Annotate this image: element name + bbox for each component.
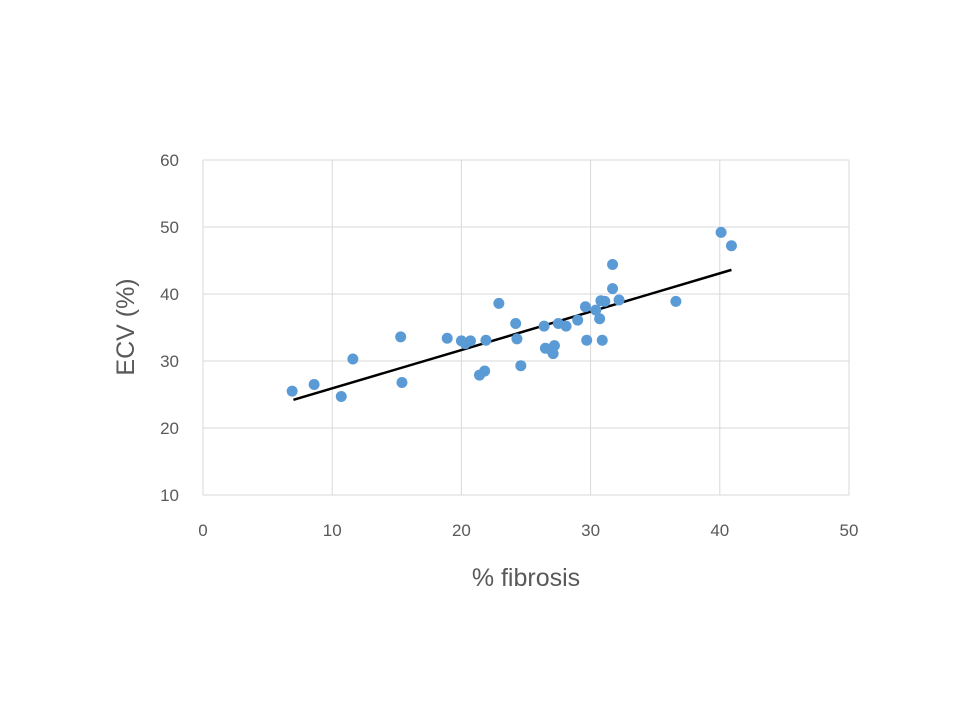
y-axis-title: ECV (%) [112, 278, 140, 375]
data-point [599, 295, 611, 307]
tick-labels: 10 20 30 40 50 60 0 10 20 30 40 50 [160, 151, 858, 540]
data-point [572, 314, 584, 326]
grid [202, 159, 850, 496]
data-point [395, 331, 407, 343]
data-point [538, 320, 550, 332]
y-tick-label: 50 [160, 218, 179, 237]
data-point [510, 317, 522, 329]
y-tick-label: 40 [160, 285, 179, 304]
y-tick-label: 20 [160, 419, 179, 438]
trendline [293, 268, 732, 402]
x-tick-label: 20 [452, 521, 471, 540]
data-point [493, 297, 505, 309]
data-point [479, 365, 491, 377]
data-point [335, 391, 347, 403]
data-point [511, 333, 523, 345]
data-point [607, 283, 619, 295]
data-point [590, 304, 602, 316]
y-tick-label: 10 [160, 486, 179, 505]
data-point [594, 313, 606, 325]
data-point [596, 334, 608, 346]
y-tick-label: 60 [160, 151, 179, 170]
x-axis-title: % fibrosis [472, 564, 580, 592]
data-point [441, 332, 453, 344]
data-point [308, 378, 320, 390]
data-point [670, 295, 682, 307]
data-point [515, 360, 527, 372]
x-tick-label: 40 [710, 521, 729, 540]
data-point [607, 259, 619, 271]
data-point [464, 335, 476, 347]
data-point [286, 385, 298, 397]
y-tick-label: 30 [160, 352, 179, 371]
data-point [581, 334, 593, 346]
data-points [286, 226, 737, 403]
x-tick-label: 10 [323, 521, 342, 540]
x-tick-label: 50 [840, 521, 859, 540]
data-point [548, 340, 560, 352]
x-tick-label: 0 [198, 521, 207, 540]
data-point [579, 301, 591, 313]
data-point [560, 320, 572, 332]
trendline-layer [293, 268, 732, 402]
data-point [715, 226, 727, 238]
x-tick-label: 30 [581, 521, 600, 540]
data-point [480, 334, 492, 346]
data-point [613, 294, 625, 306]
data-point [725, 240, 737, 252]
data-point [396, 376, 408, 388]
data-point [347, 353, 359, 365]
